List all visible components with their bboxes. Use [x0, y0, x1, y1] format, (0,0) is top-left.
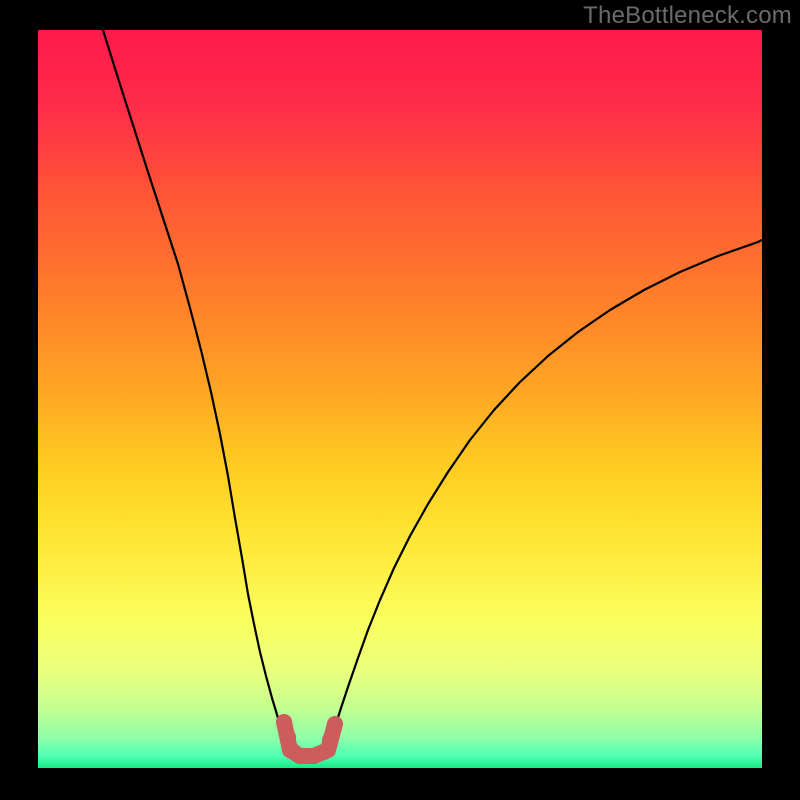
bottom-marker-dot-6 [322, 732, 338, 748]
chart-stage: TheBottleneck.com [0, 0, 800, 800]
watermark-text: TheBottleneck.com [583, 2, 792, 30]
bottleneck-chart-svg [38, 30, 762, 768]
bottom-marker-dot-7 [327, 716, 343, 732]
plot-area [38, 30, 762, 768]
bottom-marker-dot-0 [276, 714, 292, 730]
gradient-background [38, 30, 762, 768]
